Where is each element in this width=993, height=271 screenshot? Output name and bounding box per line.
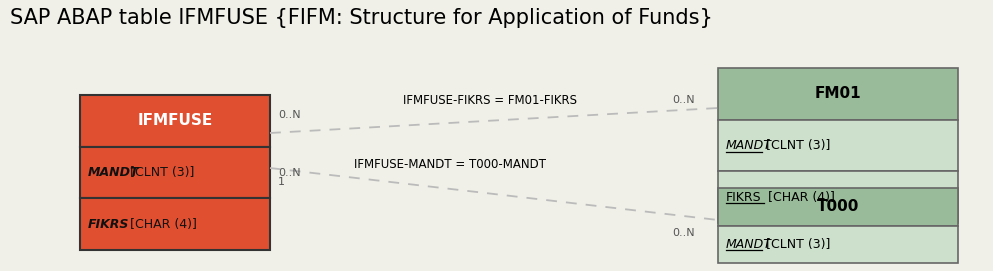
- Text: IFMFUSE-FIKRS = FM01-FIKRS: IFMFUSE-FIKRS = FM01-FIKRS: [403, 94, 577, 107]
- Text: [CHAR (4)]: [CHAR (4)]: [125, 218, 197, 231]
- FancyBboxPatch shape: [80, 95, 270, 147]
- Text: 0..N: 0..N: [672, 95, 695, 105]
- Text: MANDT: MANDT: [726, 238, 772, 251]
- FancyBboxPatch shape: [718, 120, 958, 171]
- Text: T000: T000: [817, 199, 859, 214]
- Text: FIKRS: FIKRS: [726, 191, 762, 204]
- FancyBboxPatch shape: [80, 198, 270, 250]
- Text: FIKRS: FIKRS: [88, 218, 129, 231]
- FancyBboxPatch shape: [718, 171, 958, 223]
- FancyBboxPatch shape: [718, 68, 958, 120]
- Text: 0..N
1: 0..N 1: [278, 168, 301, 187]
- Text: IFMFUSE: IFMFUSE: [137, 113, 213, 128]
- Text: MANDT: MANDT: [88, 166, 139, 179]
- Text: MANDT: MANDT: [726, 139, 772, 152]
- Text: [CLNT (3)]: [CLNT (3)]: [762, 238, 830, 251]
- Text: [CLNT (3)]: [CLNT (3)]: [125, 166, 194, 179]
- FancyBboxPatch shape: [80, 147, 270, 198]
- Text: 0..N: 0..N: [278, 110, 301, 120]
- Text: 0..N: 0..N: [672, 228, 695, 238]
- Text: [CHAR (4)]: [CHAR (4)]: [764, 191, 834, 204]
- Text: SAP ABAP table IFMFUSE {FIFM: Structure for Application of Funds}: SAP ABAP table IFMFUSE {FIFM: Structure …: [10, 8, 713, 28]
- Text: IFMFUSE-MANDT = T000-MANDT: IFMFUSE-MANDT = T000-MANDT: [354, 158, 546, 171]
- Text: FM01: FM01: [814, 86, 861, 101]
- FancyBboxPatch shape: [718, 188, 958, 225]
- FancyBboxPatch shape: [718, 225, 958, 263]
- Text: [CLNT (3)]: [CLNT (3)]: [762, 139, 830, 152]
